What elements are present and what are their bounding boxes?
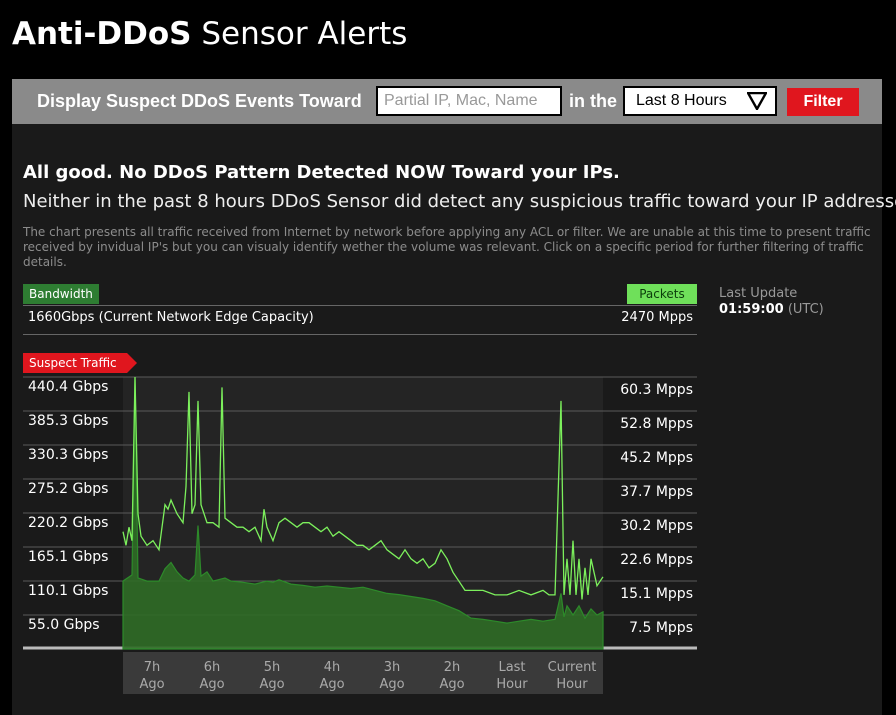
x-tick-label-sub[interactable]: Ago: [199, 677, 224, 692]
y-left-tick-label: 165.1 Gbps: [28, 549, 108, 565]
y-left-tick-label: 110.1 Gbps: [28, 583, 108, 599]
x-tick-label[interactable]: 3h: [384, 660, 401, 675]
search-input[interactable]: [376, 86, 562, 116]
x-tick-label[interactable]: Current: [548, 660, 597, 675]
x-tick-label[interactable]: 2h: [444, 660, 461, 675]
packets-tag: Packets: [627, 284, 697, 304]
page-title: Anti-DDoS Sensor Alerts: [12, 14, 407, 54]
last-update-time: 01:59:00 (UTC): [719, 302, 824, 317]
filter-bar: Display Suspect DDoS Events Toward in th…: [12, 79, 882, 124]
page-title-light: Sensor Alerts: [201, 16, 408, 52]
y-right-tick-label: 30.2 Mpps: [620, 518, 693, 534]
x-tick-label-sub[interactable]: Hour: [556, 677, 588, 692]
page-title-bold: Anti-DDoS: [12, 16, 192, 52]
x-tick-label-sub[interactable]: Ago: [379, 677, 404, 692]
last-update-tz: (UTC): [787, 302, 824, 317]
chart-description: The chart presents all traffic received …: [23, 225, 871, 269]
x-tick-label-sub[interactable]: Ago: [319, 677, 344, 692]
capacity-divider-bottom: [23, 334, 697, 335]
bandwidth-series-area[interactable]: [122, 377, 604, 650]
x-tick-label[interactable]: Last: [498, 660, 525, 675]
last-update-label: Last Update: [719, 286, 798, 301]
status-headline: All good. No DDoS Pattern Detected NOW T…: [23, 162, 620, 183]
period-select[interactable]: Last 8 Hours: [623, 86, 777, 116]
y-right-tick-label: 15.1 Mpps: [620, 586, 693, 602]
x-tick-label[interactable]: 4h: [324, 660, 341, 675]
packets-capacity: 2470 Mpps: [621, 310, 693, 325]
y-left-tick-label: 440.4 Gbps: [28, 379, 108, 395]
y-left-tick-label: 330.3 Gbps: [28, 447, 108, 463]
x-tick-label[interactable]: 5h: [264, 660, 281, 675]
x-tick-label[interactable]: 6h: [204, 660, 221, 675]
x-tick-label-sub[interactable]: Ago: [439, 677, 464, 692]
bandwidth-tag: Bandwidth: [23, 284, 99, 304]
x-tick-label-sub[interactable]: Hour: [496, 677, 528, 692]
capacity-divider: [23, 305, 697, 306]
x-axis-band: [123, 652, 603, 694]
x-tick-label[interactable]: 7h: [144, 660, 161, 675]
y-left-tick-label: 55.0 Gbps: [28, 617, 100, 633]
y-right-tick-label: 60.3 Mpps: [620, 382, 693, 398]
x-tick-label-sub[interactable]: Ago: [139, 677, 164, 692]
y-right-tick-label: 22.6 Mpps: [620, 552, 693, 568]
packets-series-line[interactable]: [122, 376, 604, 600]
y-right-tick-label: 37.7 Mpps: [620, 484, 693, 500]
status-subline: Neither in the past 8 hours DDoS Sensor …: [23, 191, 896, 212]
filter-label: Display Suspect DDoS Events Toward: [37, 91, 362, 111]
period-select-value: Last 8 Hours: [636, 92, 727, 109]
filter-in-the-label: in the: [569, 91, 617, 111]
y-left-tick-label: 385.3 Gbps: [28, 413, 108, 429]
triangle-down-icon: [747, 92, 767, 110]
x-tick-label-sub[interactable]: Ago: [259, 677, 284, 692]
y-right-tick-label: 7.5 Mpps: [629, 620, 693, 636]
suspect-traffic-tag: Suspect Traffic: [23, 353, 137, 373]
y-right-tick-label: 45.2 Mpps: [620, 450, 693, 466]
y-left-tick-label: 220.2 Gbps: [28, 515, 108, 531]
bandwidth-capacity: 1660Gbps (Current Network Edge Capacity): [28, 310, 314, 325]
y-right-tick-label: 52.8 Mpps: [620, 416, 693, 432]
filter-button[interactable]: Filter: [787, 88, 859, 116]
y-left-tick-label: 275.2 Gbps: [28, 481, 108, 497]
last-update-time-value: 01:59:00: [719, 302, 784, 317]
